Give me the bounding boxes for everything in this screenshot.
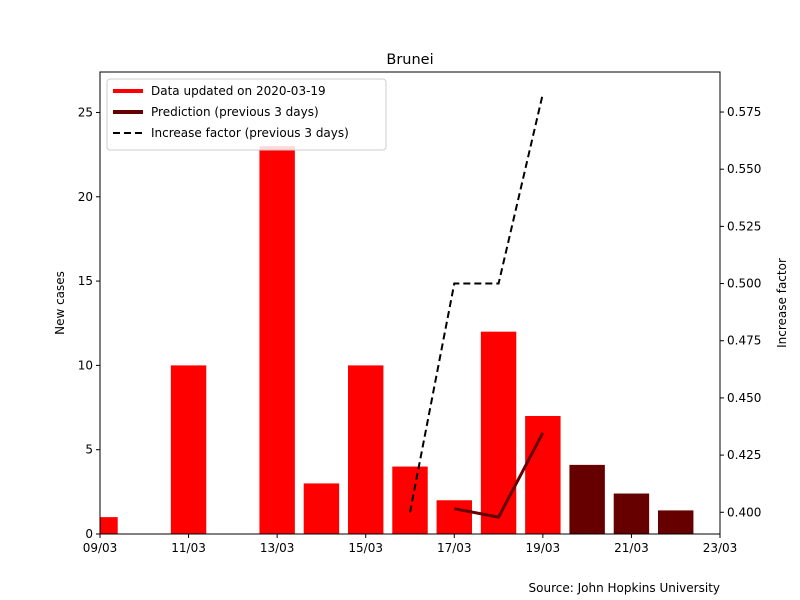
plot-frame <box>99 71 721 535</box>
bar-prediction <box>658 510 694 534</box>
bar-observed <box>392 466 428 534</box>
legend-label: Increase factor (previous 3 days) <box>151 126 349 140</box>
legend-box <box>106 78 387 151</box>
bar-prediction <box>569 464 605 534</box>
y-tick-label: 15 <box>78 274 93 288</box>
bar-observed <box>303 483 340 534</box>
y2-tick-label: 0.425 <box>727 448 761 462</box>
x-tick-label: 11/03 <box>171 541 206 555</box>
x-tick-label: 13/03 <box>260 541 295 555</box>
y2-tick-label: 0.475 <box>727 334 761 348</box>
y-tick-label: 0 <box>85 527 93 541</box>
y2-tick-label: 0.550 <box>727 162 761 176</box>
y-tick-label: 20 <box>78 190 93 204</box>
bar-observed <box>100 517 118 534</box>
y-axis-label: New cases <box>53 271 67 335</box>
prediction-line <box>454 432 545 519</box>
x-tick-label: 17/03 <box>437 541 472 555</box>
legend-label: Prediction (previous 3 days) <box>151 105 319 119</box>
y2-axis-label: Increase factor <box>775 258 789 348</box>
y2-tick-label: 0.450 <box>727 391 761 405</box>
x-tick-label: 23/03 <box>703 541 738 555</box>
bar-prediction <box>613 493 650 534</box>
legend-label: Data updated on 2020-03-19 <box>151 84 326 98</box>
x-tick-label: 21/03 <box>614 541 649 555</box>
y-tick-label: 10 <box>78 358 93 372</box>
x-tick-label: 09/03 <box>83 541 118 555</box>
x-tick-label: 19/03 <box>526 541 561 555</box>
bar-observed <box>348 365 384 534</box>
bar-observed <box>436 500 472 534</box>
plot-clip-group <box>100 93 694 534</box>
y-tick-label: 5 <box>85 443 93 457</box>
chart-title: Brunei <box>386 52 433 68</box>
increase-factor-line <box>409 93 544 513</box>
x-tick-label: 15/03 <box>348 541 383 555</box>
y-tick-label: 25 <box>78 105 93 119</box>
y2-tick-label: 0.575 <box>727 105 761 119</box>
source-note: Source: John Hopkins University <box>529 581 720 595</box>
bar-observed <box>170 365 207 534</box>
plot-area: 09/03 11/03 13/03 15/03 17/03 19/03 21/03 23/03… <box>78 71 761 555</box>
y2-tick-label: 0.525 <box>727 219 761 233</box>
y2-tick-label: 0.400 <box>727 505 761 519</box>
bar-observed <box>480 331 517 534</box>
y2-tick-label: 0.500 <box>727 277 761 291</box>
bar-observed <box>259 146 295 534</box>
